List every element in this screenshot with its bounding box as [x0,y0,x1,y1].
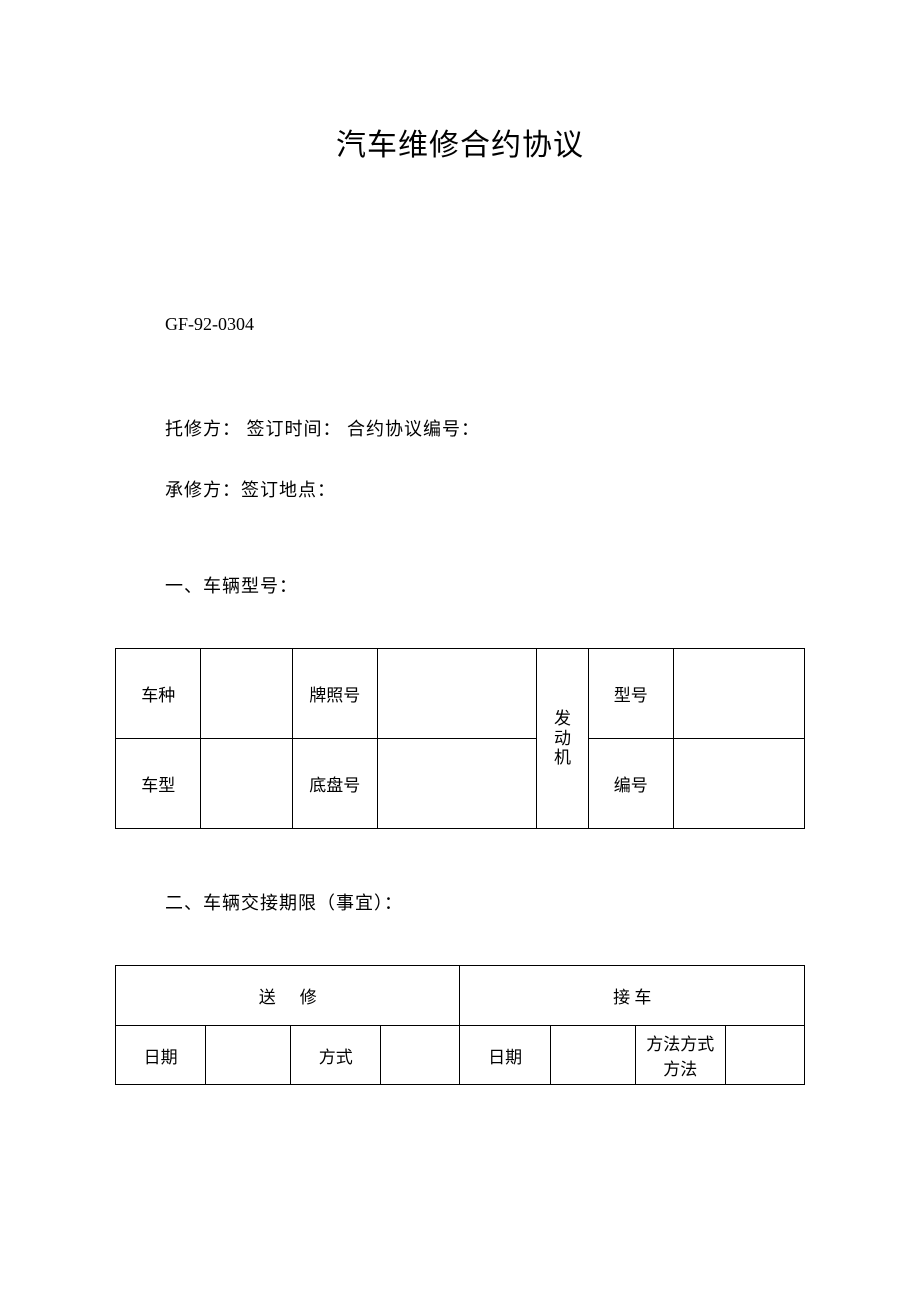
cell-blank [377,739,536,829]
cell-blank [201,649,292,739]
cell-label: 车型 [116,739,201,829]
cell-blank [550,1026,635,1085]
cell-label: 型号 [588,649,673,739]
cell-label: 牌照号 [292,649,377,739]
cell-blank [377,649,536,739]
cell-label: 编号 [588,739,673,829]
cell-label: 底盘号 [292,739,377,829]
section-1-heading: 一、车辆型号： [165,572,805,598]
cell-blank [201,739,292,829]
cell-engine-label: 发动机 [537,649,588,829]
header-cell: 接 车 [460,966,805,1026]
table-row: 日期 方式 日期 方法方式方法 [116,1026,805,1085]
table-row: 车种 牌照号 发动机 型号 [116,649,805,739]
delivery-table: 送修 接 车 日期 方式 日期 方法方式方法 [115,965,805,1085]
header-cell: 送修 [116,966,460,1026]
vehicle-info-table: 车种 牌照号 发动机 型号 车型 底盘号 编号 [115,648,805,829]
header-text: 送 [259,988,300,1007]
cell-blank [725,1026,804,1085]
cell-blank [381,1026,460,1085]
cell-label: 日期 [460,1026,550,1085]
document-title: 汽车维修合约协议 [115,120,805,164]
cell-label: 方式 [291,1026,381,1085]
field-line-1: 托修方： 签订时间： 合约协议编号： [165,415,805,441]
section-2-heading: 二、车辆交接期限（事宜）： [165,889,805,915]
table-row: 车型 底盘号 编号 [116,739,805,829]
cell-label: 日期 [116,1026,206,1085]
cell-blank [206,1026,291,1085]
cell-label: 车种 [116,649,201,739]
cell-blank [673,649,804,739]
field-line-2: 承修方：签订地点： [165,476,805,502]
document-page: 汽车维修合约协议 GF-92-0304 托修方： 签订时间： 合约协议编号： 承… [0,0,920,1185]
cell-label: 方法方式方法 [635,1026,725,1085]
cell-blank [673,739,804,829]
document-number: GF-92-0304 [165,314,805,335]
table-header-row: 送修 接 车 [116,966,805,1026]
